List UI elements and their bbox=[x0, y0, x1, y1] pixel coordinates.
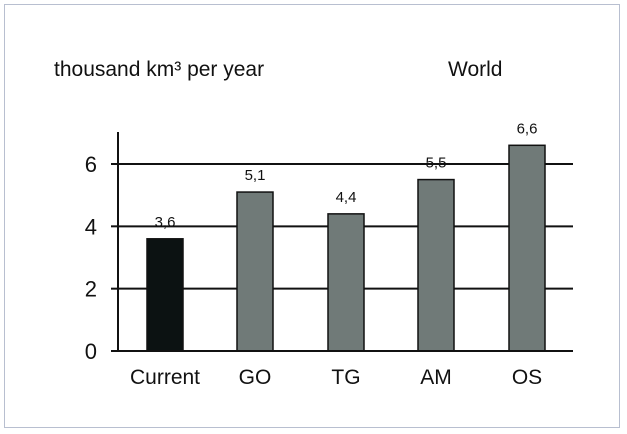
bar-current bbox=[146, 238, 184, 352]
bar-am bbox=[417, 178, 455, 352]
data-label-am: 5,5 bbox=[426, 155, 447, 172]
data-label-os: 6,6 bbox=[517, 120, 538, 137]
data-label-current: 3,6 bbox=[155, 214, 176, 231]
x-tick-label-am: AM bbox=[420, 366, 452, 389]
x-tick-label-tg: TG bbox=[331, 366, 360, 389]
x-tick-label-go: GO bbox=[239, 366, 272, 389]
bar-os bbox=[508, 144, 546, 352]
y-tick-label-6: 6 bbox=[85, 152, 97, 177]
bar-tg bbox=[327, 213, 365, 352]
y-axis-label: thousand km³ per year bbox=[54, 58, 265, 81]
data-label-tg: 4,4 bbox=[336, 189, 357, 206]
y-tick-label-4: 4 bbox=[85, 214, 97, 239]
bar-go bbox=[236, 191, 274, 352]
x-tick-label-os: OS bbox=[512, 366, 542, 389]
y-tick-label-0: 0 bbox=[85, 339, 97, 364]
chart-title: World bbox=[448, 58, 503, 81]
data-label-go: 5,1 bbox=[245, 167, 266, 184]
y-tick-label-2: 2 bbox=[85, 277, 97, 302]
x-tick-label-current: Current bbox=[130, 366, 200, 389]
